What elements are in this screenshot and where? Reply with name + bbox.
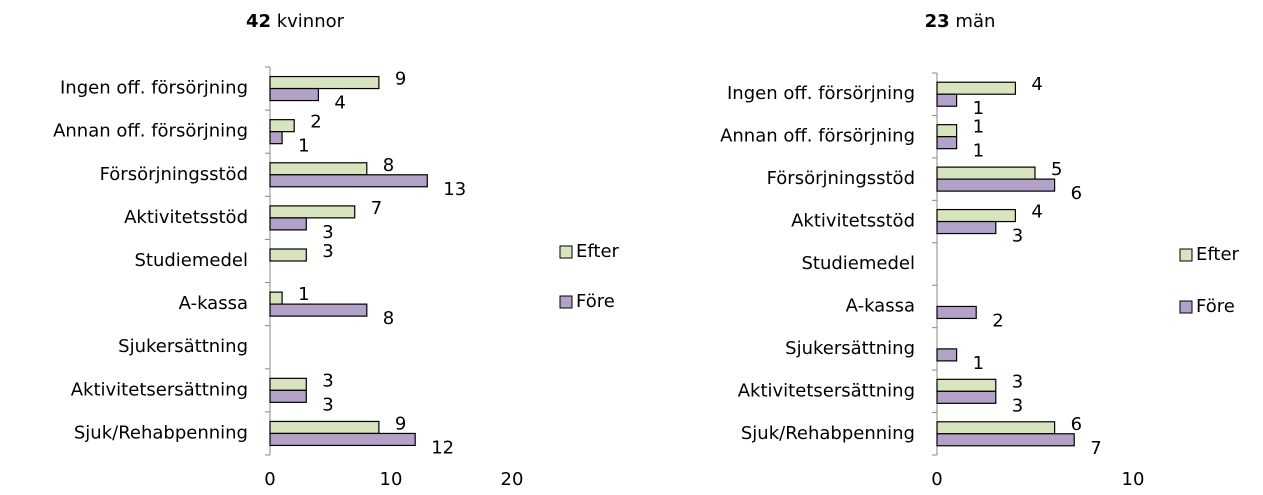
bar — [269, 162, 368, 176]
data-label: 8 — [383, 308, 394, 329]
legend-label: Före — [576, 291, 615, 312]
x-tick-label: 0 — [264, 469, 275, 490]
legend-label: Före — [1196, 296, 1235, 317]
data-label: 5 — [1051, 159, 1062, 180]
bar — [269, 432, 416, 447]
bar — [936, 348, 958, 362]
data-label: 8 — [383, 155, 394, 176]
bar — [269, 75, 380, 90]
category-label: Sjuk/Rehabpenning — [74, 422, 248, 443]
bar — [269, 291, 283, 305]
bar — [936, 124, 958, 138]
bar — [936, 93, 958, 107]
bar — [936, 81, 1017, 95]
data-label: 7 — [371, 198, 382, 219]
data-label: 3 — [1012, 395, 1023, 416]
data-label: 1 — [973, 141, 984, 162]
bar — [936, 208, 1017, 223]
data-label: 2 — [992, 310, 1003, 331]
data-label: 9 — [395, 413, 406, 434]
data-label: 3 — [1012, 371, 1023, 392]
data-label: 6 — [1071, 414, 1082, 435]
x-tick-label: 20 — [501, 469, 524, 490]
data-label: 3 — [322, 241, 333, 262]
bar — [269, 420, 380, 435]
bar — [936, 136, 958, 150]
x-tick-label: 0 — [931, 469, 942, 490]
data-label: 12 — [431, 437, 454, 458]
bar — [269, 131, 283, 145]
bar — [936, 390, 997, 404]
category-label: Försörjningsstöd — [100, 164, 248, 185]
bar — [936, 166, 1036, 180]
category-label: Ingen off. försörjning — [60, 78, 248, 99]
category-label: A-kassa — [179, 293, 248, 314]
bar — [936, 433, 1075, 447]
bar — [269, 303, 368, 317]
category-label: Studiemedel — [801, 253, 915, 274]
data-label: 4 — [334, 93, 345, 114]
legend-swatch — [559, 295, 573, 309]
bar — [269, 119, 295, 133]
category-label: Annan off. försörjning — [53, 121, 248, 142]
data-label: 7 — [1090, 438, 1101, 459]
data-label: 1 — [973, 117, 984, 138]
bar — [269, 248, 307, 262]
legend-swatch — [559, 245, 573, 259]
title-count: 23 — [925, 11, 950, 32]
data-label: 2 — [310, 112, 321, 133]
bar — [269, 389, 307, 403]
title-count: 42 — [246, 11, 271, 32]
legend-label: Efter — [1196, 244, 1240, 265]
bar — [936, 305, 977, 320]
x-tick-label: 10 — [1122, 469, 1145, 490]
data-label: 3 — [322, 370, 333, 391]
chart-title: 42 kvinnor — [246, 11, 345, 32]
data-label: 1 — [973, 353, 984, 374]
x-tick-label: 10 — [380, 469, 403, 490]
bar — [269, 377, 307, 391]
bar — [269, 217, 307, 231]
data-label: 3 — [322, 222, 333, 243]
category-label: Ingen off. försörjning — [727, 83, 915, 104]
category-label: Studiemedel — [134, 250, 248, 271]
bar — [269, 87, 320, 102]
legend-swatch — [1179, 248, 1193, 262]
category-label: Försörjningsstöd — [767, 168, 915, 189]
data-label: 9 — [395, 69, 406, 90]
data-label: 4 — [1031, 202, 1042, 223]
legend-label: Efter — [576, 241, 620, 262]
category-label: Sjuk/Rehabpenning — [741, 423, 915, 444]
bar — [936, 220, 997, 235]
title-text: män — [955, 11, 995, 32]
category-label: A-kassa — [846, 295, 915, 316]
bar — [936, 378, 997, 392]
title-text: kvinnor — [277, 11, 345, 32]
data-label: 1 — [298, 284, 309, 305]
bar — [936, 421, 1056, 435]
category-label: Sjukersättning — [118, 336, 248, 357]
category-label: Aktivitetsstöd — [124, 207, 248, 228]
data-label: 13 — [443, 179, 466, 200]
legend-swatch — [1179, 300, 1193, 314]
bar — [936, 178, 1056, 192]
category-label: Aktivitetsstöd — [791, 211, 915, 232]
bar — [269, 174, 428, 188]
data-label: 4 — [1031, 74, 1042, 95]
bar — [269, 205, 356, 219]
category-label: Aktivitetsersättning — [738, 380, 915, 401]
category-label: Sjukersättning — [785, 338, 915, 359]
category-label: Aktivitetsersättning — [71, 379, 248, 400]
data-label: 3 — [322, 394, 333, 415]
category-label: Annan off. försörjning — [720, 126, 915, 147]
chart-title: 23 män — [925, 11, 996, 32]
data-label: 1 — [973, 98, 984, 119]
chart: 42 kvinnor 0 10 20 Ingen off. försörjning 9 4 A… — [53, 11, 619, 490]
data-label: 1 — [298, 136, 309, 157]
data-label: 6 — [1071, 183, 1082, 204]
data-label: 3 — [1012, 226, 1023, 247]
